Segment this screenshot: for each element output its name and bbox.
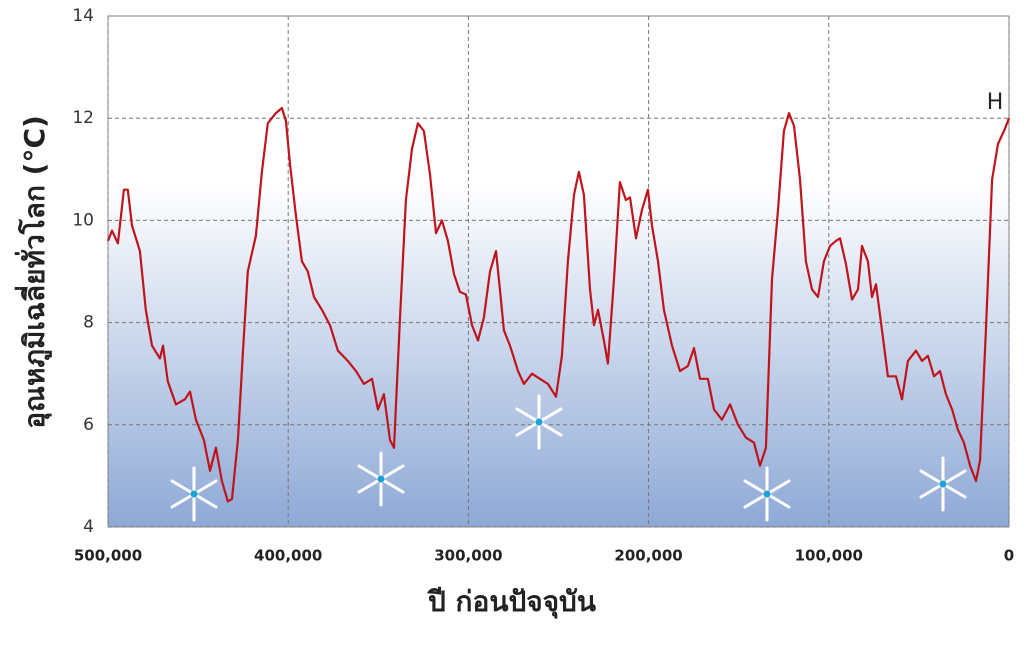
- temperature-line: [106, 106, 1011, 503]
- y-tick-label: 14: [72, 6, 94, 26]
- y-tick-label: 12: [72, 108, 94, 128]
- x-axis-title: ปี ก่อนปัจจุบัน: [426, 585, 596, 619]
- y-tick-label: 4: [83, 517, 94, 537]
- plot-area: [107, 15, 1010, 528]
- y-axis-title: อุณหภูมิเฉลี่ยทั่วโลก (°C): [14, 115, 52, 429]
- x-tick-label: 500,000: [74, 547, 142, 565]
- x-tick-label: 400,000: [254, 547, 322, 565]
- y-tick-label: 8: [83, 313, 94, 333]
- y-tick-label: 10: [72, 210, 94, 230]
- x-tick-label: 300,000: [434, 547, 502, 565]
- y-tick-label: 6: [83, 415, 94, 435]
- annotation: H: [987, 90, 1004, 115]
- snowflakes: [170, 394, 967, 522]
- x-tick-label: 0: [1004, 547, 1014, 565]
- x-tick-label: 100,000: [795, 547, 863, 565]
- x-tick-label: 200,000: [614, 547, 682, 565]
